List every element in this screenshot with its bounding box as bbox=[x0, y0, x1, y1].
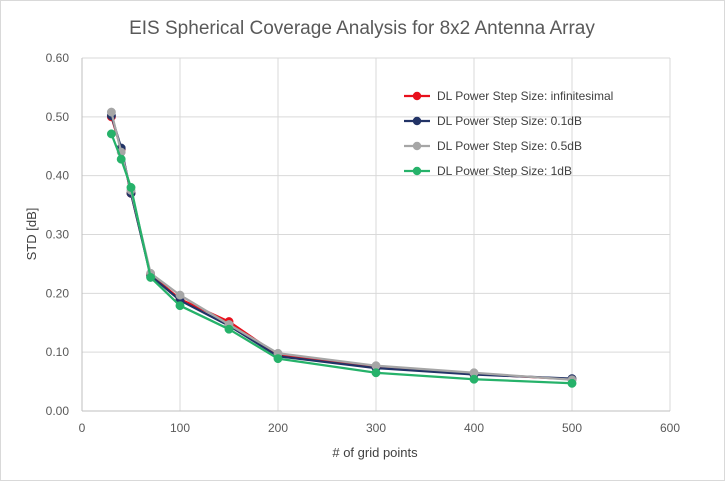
legend: DL Power Step Size: infinitesimal DL Powe… bbox=[404, 89, 613, 178]
legend-marker bbox=[412, 141, 422, 151]
legend-label: DL Power Step Size: 1dB bbox=[437, 164, 572, 178]
x-tick-label: 200 bbox=[268, 421, 288, 435]
series-4 bbox=[106, 129, 577, 388]
legend-marker bbox=[412, 166, 422, 176]
chart-title: EIS Spherical Coverage Analysis for 8x2 … bbox=[129, 18, 595, 39]
legend-item: DL Power Step Size: infinitesimal bbox=[404, 89, 613, 103]
data-point bbox=[175, 301, 185, 311]
y-tick-label: 0.20 bbox=[46, 286, 70, 300]
data-point bbox=[567, 378, 577, 388]
y-tick-label: 0.00 bbox=[46, 404, 70, 418]
legend-label: DL Power Step Size: 0.1dB bbox=[437, 114, 582, 128]
y-axis-label: STD [dB] bbox=[24, 208, 39, 261]
legend-label: DL Power Step Size: 0.5dB bbox=[437, 139, 582, 153]
data-point bbox=[116, 154, 126, 164]
x-tick-label: 400 bbox=[464, 421, 484, 435]
data-point bbox=[126, 182, 136, 192]
data-point bbox=[106, 107, 116, 117]
legend-item: DL Power Step Size: 0.1dB bbox=[404, 114, 582, 128]
legend-item: DL Power Step Size: 0.5dB bbox=[404, 139, 582, 153]
y-tick-label: 0.60 bbox=[46, 51, 70, 65]
series-group bbox=[106, 107, 577, 388]
y-tick-labels: 0.00 0.10 0.20 0.30 0.40 0.50 0.60 bbox=[46, 51, 70, 418]
data-point bbox=[175, 290, 185, 300]
x-tick-label: 500 bbox=[562, 421, 582, 435]
series-1 bbox=[106, 112, 577, 384]
legend-marker bbox=[412, 91, 422, 101]
data-point bbox=[273, 354, 283, 364]
data-point bbox=[469, 374, 479, 384]
x-tick-labels: 0 100 200 300 400 500 600 bbox=[79, 421, 681, 435]
y-tick-label: 0.30 bbox=[46, 228, 70, 242]
x-tick-label: 100 bbox=[170, 421, 190, 435]
x-tick-label: 600 bbox=[660, 421, 680, 435]
x-axis-label: # of grid points bbox=[332, 445, 418, 460]
data-point bbox=[146, 272, 156, 282]
y-tick-label: 0.40 bbox=[46, 169, 70, 183]
y-tick-label: 0.50 bbox=[46, 110, 70, 124]
x-tick-label: 300 bbox=[366, 421, 386, 435]
x-tick-label: 0 bbox=[79, 421, 86, 435]
y-tick-label: 0.10 bbox=[46, 345, 70, 359]
legend-label: DL Power Step Size: infinitesimal bbox=[437, 89, 613, 103]
data-point bbox=[224, 324, 234, 334]
data-point bbox=[371, 368, 381, 378]
series-line bbox=[110, 133, 573, 385]
legend-item: DL Power Step Size: 1dB bbox=[404, 164, 572, 178]
legend-marker bbox=[412, 116, 422, 126]
data-point bbox=[106, 129, 116, 139]
gridlines bbox=[81, 57, 671, 412]
